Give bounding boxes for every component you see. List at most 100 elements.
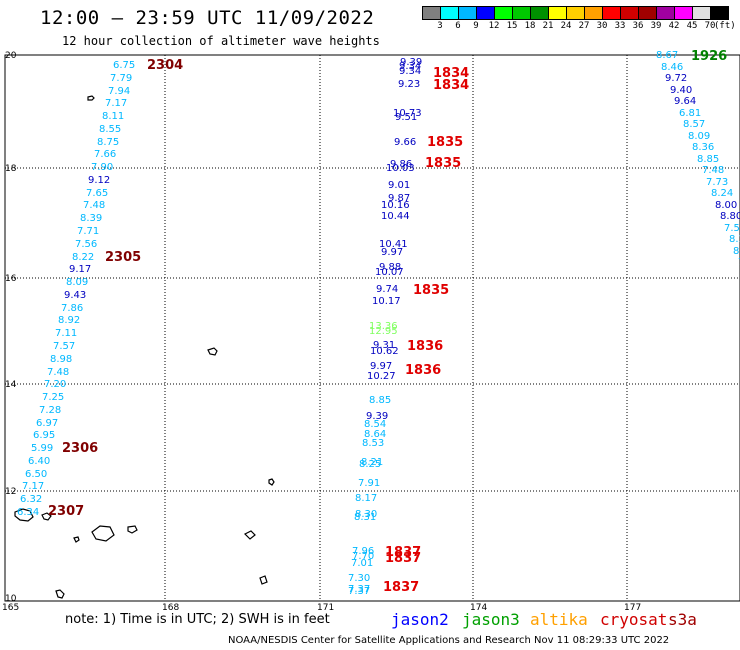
legend-s3a: s3a: [668, 610, 697, 629]
time-label: 2307: [48, 504, 85, 519]
wave-height-value: 9.17: [69, 264, 92, 275]
wave-height-value: 10.62: [370, 346, 399, 357]
wave-height-value: 8.21: [361, 457, 384, 468]
wave-height-value: 7.70: [352, 551, 375, 562]
wave-height-value: 8.31: [354, 512, 377, 523]
wave-height-value: 9.51: [395, 112, 418, 123]
wave-height-value: 7.79: [110, 73, 133, 84]
wave-height-value: 7.20: [44, 379, 67, 390]
wave-height-value: 9.66: [394, 137, 417, 148]
time-label: 1837: [385, 551, 422, 566]
wave-height-value: 10.73: [393, 108, 422, 119]
colorbar-label: 39: [650, 21, 662, 31]
wave-height-value: 6.81: [679, 108, 702, 119]
lat-axis-label: 12: [5, 487, 17, 497]
wave-height-value: 9.74: [376, 284, 399, 295]
wave-height-value: 9.23: [398, 79, 421, 90]
wave-height-value: 8.09: [688, 131, 711, 142]
time-label: 2306: [62, 441, 99, 456]
wave-height-value: 8.55: [99, 124, 122, 135]
wave-height-value: 9.34: [399, 61, 422, 72]
wave-height-value: 8.09: [66, 277, 89, 288]
time-label: 1835: [425, 156, 462, 171]
colorbar-label: 45: [686, 21, 698, 31]
wave-height-value: 10.44: [381, 211, 410, 222]
wave-height-value: 10.27: [367, 371, 396, 382]
wave-height-value: 8.25: [359, 459, 382, 470]
wave-height-value: 10.41: [379, 239, 408, 250]
wave-height-value: 7.65: [86, 188, 109, 199]
wave-height-value: 6.32: [20, 494, 43, 505]
time-label: 1834: [433, 66, 470, 81]
time-label: 1835: [413, 283, 450, 298]
wave-height-value: 7.57: [53, 341, 76, 352]
time-label: 2305: [105, 250, 142, 265]
island-outline: [127, 525, 138, 534]
lon-axis-label: 171: [317, 603, 335, 613]
island-outline: [268, 478, 275, 486]
time-label: 1926: [691, 49, 728, 64]
wave-height-value: 6.75: [113, 60, 136, 71]
wave-height-value: 10.16: [381, 200, 410, 211]
time-label: 1836: [407, 339, 444, 354]
wave-height-value: 9.86: [390, 159, 413, 170]
wave-height-value: 7.01: [351, 558, 374, 569]
wave-height-value: 7.37: [348, 586, 371, 597]
wave-height-value: 8.22: [72, 252, 95, 263]
note-text: note: 1) Time is in UTC; 2) SWH is in fe…: [65, 612, 330, 627]
colorbar-label: 27: [578, 21, 590, 31]
time-label: 1837: [383, 580, 420, 595]
lon-axis-label: 168: [162, 603, 180, 613]
island-outline: [41, 512, 52, 521]
wave-height-value: 7.37: [348, 584, 371, 595]
island-outline: [14, 508, 34, 522]
wave-height-value: 9.01: [388, 180, 411, 191]
wave-height-value: 7.7: [738, 258, 740, 268]
legend-cryosat: cryosat: [600, 610, 668, 629]
wave-height-value: 8.30: [355, 509, 378, 520]
page-subtitle: 12 hour collection of altimeter wave hei…: [62, 34, 380, 48]
colorbar-label: 6: [455, 21, 461, 31]
time-label: 2304: [147, 58, 184, 73]
time-label: 1835: [427, 135, 464, 150]
colorbar-label: 33: [614, 21, 626, 31]
island-outline: [55, 589, 65, 599]
colorbar-label: 30: [596, 21, 608, 31]
island-outline: [73, 536, 80, 543]
wave-height-value: 7.90: [91, 162, 114, 173]
wave-height-value: 8.54: [364, 419, 387, 430]
wave-height-value: 8.64: [364, 429, 387, 440]
wave-height-value: 9.97: [381, 247, 404, 258]
legend-jason3: jason3: [462, 610, 520, 629]
wave-height-value: 8.14: [729, 234, 740, 245]
footer-credit: NOAA/NESDIS Center for Satellite Applica…: [228, 635, 670, 646]
wave-height-value: 9.97: [370, 361, 393, 372]
wave-height-value: 9.34: [399, 66, 422, 77]
wave-height-value: 12.95: [369, 326, 398, 337]
wave-height-value: 9.87: [388, 193, 411, 204]
map-frame: [4, 54, 740, 602]
wave-height-value: 7.17: [105, 98, 128, 109]
wave-height-value: 8.85: [369, 395, 392, 406]
wave-height-value: 7.94: [108, 86, 131, 97]
colorbar-label: 24: [560, 21, 572, 31]
wave-height-value: 8.24: [711, 188, 734, 199]
wave-height-value: 8.17: [355, 493, 378, 504]
time-label: 1837: [385, 545, 422, 560]
wave-height-value: 8.46: [661, 62, 684, 73]
island-outline: [91, 525, 115, 542]
wave-height-value: 9.39: [400, 57, 423, 68]
wave-height-value: 9.72: [665, 73, 688, 84]
lon-axis-label: 165: [2, 603, 20, 613]
wave-height-value: 7.11: [55, 328, 78, 339]
lat-axis-label: 20: [5, 51, 17, 61]
legend-jason2: jason2: [391, 610, 449, 629]
wave-height-value: 6.97: [36, 418, 59, 429]
colorbar-label: 42: [668, 21, 680, 31]
lat-axis-label: 16: [5, 274, 17, 284]
wave-height-value: 5.99: [31, 443, 54, 454]
wave-height-value: 7.48: [47, 367, 70, 378]
wave-height-value: 7.56: [75, 239, 98, 250]
